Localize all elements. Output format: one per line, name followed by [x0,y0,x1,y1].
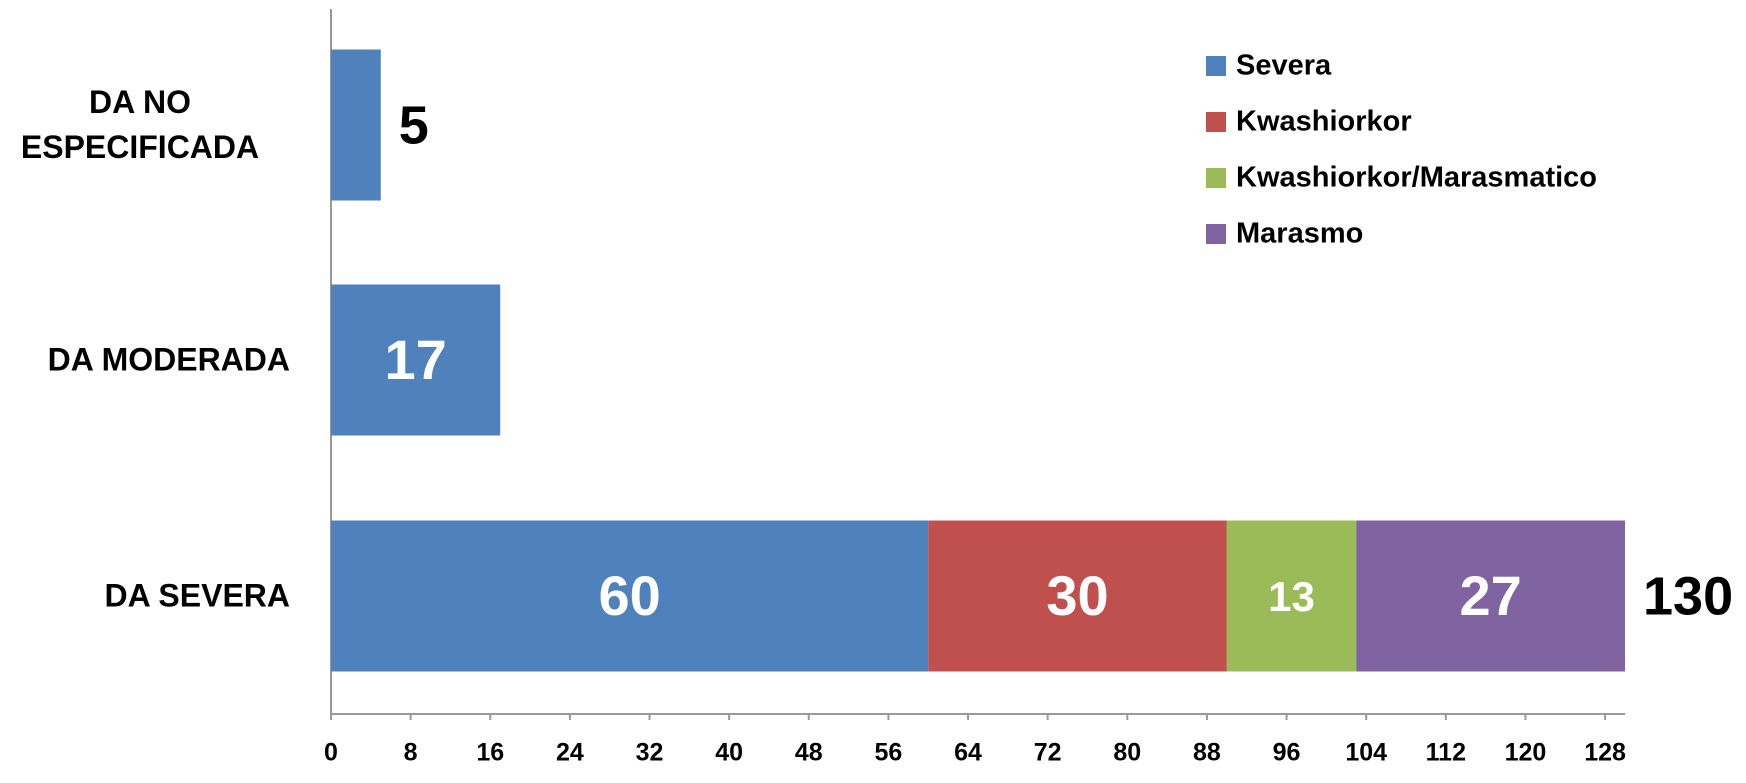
x-tick-label: 16 [476,739,504,767]
legend-label: Marasmo [1236,218,1363,250]
category-text: DA MODERADA [47,341,290,378]
x-tick-label: 32 [636,739,664,767]
category-label: DA MODERADA [0,338,290,383]
data-label: 13 [1268,573,1315,620]
x-tick-label: 104 [1345,739,1387,767]
total-label: 130 [1643,566,1733,626]
bar-segment [331,520,929,672]
legend-swatch [1206,224,1226,244]
legend-swatch [1206,56,1226,76]
bar-segment [331,49,381,201]
legend-swatch [1206,168,1226,188]
legend-swatch [1206,112,1226,132]
x-tick-label: 96 [1273,739,1301,767]
legend-label: Kwashiorkor/Marasmatico [1236,162,1597,194]
x-tick-label: 128 [1584,739,1626,767]
bar-segment [1356,520,1625,672]
category-label: DA NO ESPECIFICADA [0,80,290,170]
x-tick-label: 120 [1505,739,1547,767]
data-label: 17 [384,328,446,391]
data-label: 60 [598,564,660,627]
bar-segment [1226,520,1357,672]
category-label: DA SEVERA [0,574,290,619]
x-tick-label: 40 [715,739,743,767]
x-tick-label: 64 [954,739,982,767]
x-tick-label: 88 [1193,739,1221,767]
data-label: 27 [1459,564,1521,627]
legend-label: Kwashiorkor [1236,106,1412,138]
x-tick-label: 8 [404,739,418,767]
x-tick-label: 0 [324,739,338,767]
category-text: DA NO ESPECIFICADA [20,84,260,165]
x-tick-label: 80 [1113,739,1141,767]
x-tick-label: 72 [1034,739,1062,767]
legend-label: Severa [1236,50,1332,82]
x-tick-label: 112 [1426,739,1466,767]
bar-segment [928,520,1227,672]
x-tick-label: 48 [795,739,823,767]
category-text: DA SEVERA [104,577,290,614]
x-tick-label: 56 [875,739,903,767]
bar-segment [331,284,501,436]
total-label: 5 [399,95,429,155]
data-label: 30 [1046,564,1108,627]
x-tick-label: 24 [556,739,584,767]
